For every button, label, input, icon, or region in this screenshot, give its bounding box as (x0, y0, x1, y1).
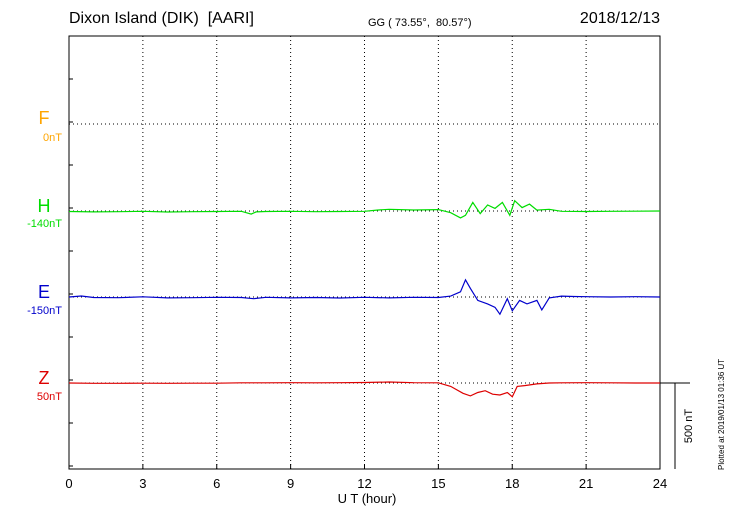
grid-lines (69, 36, 660, 469)
series-name-h: H (38, 196, 51, 216)
series-name-z: Z (39, 368, 50, 388)
chart-title: Dixon Island (DIK) [AARI] (69, 10, 254, 27)
series-name-f: F (39, 108, 50, 128)
series-line-e (68, 278, 661, 316)
series-offset-e: -150nT (27, 305, 62, 317)
series-offset-f: 0nT (43, 132, 62, 144)
x-axis-ticks: 0 3 6 9 12 15 18 21 24 (65, 78, 667, 491)
x-tick-label: 0 (65, 476, 72, 491)
series-offset-h: -140nT (27, 218, 62, 230)
x-tick-label: 6 (213, 476, 220, 491)
x-tick-label: 9 (287, 476, 294, 491)
station-coordinates: GG ( 73.55°, 80.57°) (368, 17, 472, 29)
x-tick-label: 12 (357, 476, 371, 491)
series-offset-z: 50nT (37, 391, 62, 403)
x-tick-label: 15 (431, 476, 445, 491)
scale-bar-label: 500 nT (683, 409, 695, 444)
x-tick-label: 3 (139, 476, 146, 491)
x-axis-label: U T (hour) (338, 491, 397, 506)
series-line-z (68, 381, 660, 398)
x-tick-label: 24 (653, 476, 667, 491)
series-labels: F 0nT H -140nT E -150nT Z 50nT (27, 108, 62, 403)
scale-bar: 500 nT (660, 382, 695, 469)
series-group (68, 199, 661, 398)
series-line-h (68, 199, 661, 219)
x-tick-label: 18 (505, 476, 519, 491)
x-tick-label: 21 (579, 476, 593, 491)
series-name-e: E (38, 282, 50, 302)
chart-date: 2018/12/13 (579, 10, 660, 27)
